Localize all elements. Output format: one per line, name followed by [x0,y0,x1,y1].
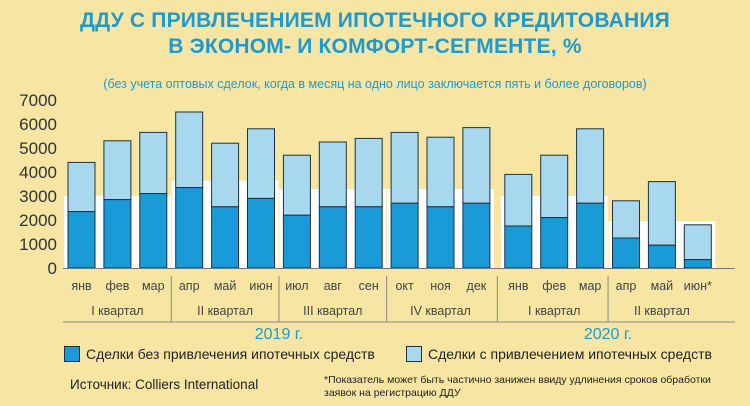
bar-no-mortgage [139,193,168,269]
x-tick-label: окт [395,279,414,293]
x-tick-label: фев [542,279,566,293]
bar-no-mortgage [390,202,419,269]
bar-mortgage [683,224,712,261]
x-tick-label: июн* [684,279,712,293]
quarter-label: I квартал [528,304,580,318]
bar-mortgage [426,136,455,208]
bar-no-mortgage [175,187,204,269]
x-tick-label: апр [179,279,200,293]
x-tick-label: июл [285,279,308,293]
source-note: Источник: Colliers International [70,377,259,392]
chart-title-line1: ДДУ С ПРИВЛЕЧЕНИЕМ ИПОТЕЧНОГО КРЕДИТОВАН… [80,9,670,32]
legend-label-no-mortgage: Сделки без привлечения ипотечных средств [86,346,375,362]
bar-no-mortgage [426,206,455,269]
quarter-label: II квартал [634,304,690,318]
bar-no-mortgage [282,214,311,269]
bar-mortgage [139,131,168,195]
x-tick-label: май [651,279,674,293]
x-tick-label: дек [467,279,487,293]
x-tick-label: июн [249,279,272,293]
x-tick-label: ноя [430,279,451,293]
bar-mortgage [318,141,347,208]
year-label: 2020 г. [584,326,632,343]
bar-mortgage [390,131,419,204]
legend-swatch-dark [64,346,80,362]
bar-mortgage [67,161,96,213]
footnote: *Показатель может быть частично занижен … [324,374,711,399]
x-tick-label: май [214,279,237,293]
bar-mortgage [175,111,204,189]
bar-mortgage [211,142,240,208]
x-tick-label: сен [359,279,379,293]
x-tick-label: фев [105,279,129,293]
bar-no-mortgage [354,206,383,269]
bar-mortgage [504,173,533,227]
x-tick-label: янв [71,279,92,293]
y-tick-label: 2000 [19,211,57,230]
quarter-label: I квартал [91,304,143,318]
y-tick-label: 7000 [19,91,57,110]
y-tick-label: 3000 [19,187,57,206]
legend-label-mortgage: Сделки с привлечением ипотечных средств [428,346,712,362]
quarter-label: IV квартал [410,304,471,318]
bar-mortgage [540,154,569,219]
bar-mortgage [354,137,383,208]
y-tick-label: 4000 [19,163,57,182]
bar-mortgage [462,127,491,204]
bar-mortgage [282,154,311,216]
legend-item-mortgage: Сделки с привлечением ипотечных средств [406,346,712,362]
x-tick-label: авг [324,279,343,293]
bar-no-mortgage [504,225,533,269]
year-label: 2019 г. [255,326,303,343]
bar-mortgage [612,200,640,239]
y-tick-label: 5000 [19,139,57,158]
x-tick-label: апр [616,279,637,293]
bar-mortgage [247,128,275,199]
bar-no-mortgage [211,206,240,269]
bar-no-mortgage [67,211,96,269]
bar-no-mortgage [540,217,569,269]
bar-mortgage [647,181,676,246]
quarter-label: III квартал [303,304,362,318]
quarter-label: II квартал [197,304,253,318]
y-tick-label: 6000 [19,115,57,134]
bar-no-mortgage [576,202,605,269]
bar-mortgage [576,128,605,204]
bar-mortgage [103,140,132,201]
x-tick-label: мар [579,279,602,293]
legend-swatch-light [406,346,422,362]
chart-title-line2: В ЭКОНОМ- И КОМФОРТ-СЕГМЕНТЕ, % [168,35,582,58]
bar-no-mortgage [683,259,712,269]
y-tick-label: 1000 [19,235,57,254]
chart-subtitle: (без учета оптовых сделок, когда в месяц… [103,77,647,91]
bar-no-mortgage [318,206,347,269]
bar-no-mortgage [103,199,132,269]
x-tick-label: мар [142,279,165,293]
bar-no-mortgage [647,244,676,269]
y-tick-label: 0 [48,259,57,278]
legend-item-no-mortgage: Сделки без привлечения ипотечных средств [64,346,375,362]
x-tick-label: янв [508,279,529,293]
bar-no-mortgage [462,202,491,269]
bar-no-mortgage [612,237,640,269]
bar-no-mortgage [247,197,275,269]
